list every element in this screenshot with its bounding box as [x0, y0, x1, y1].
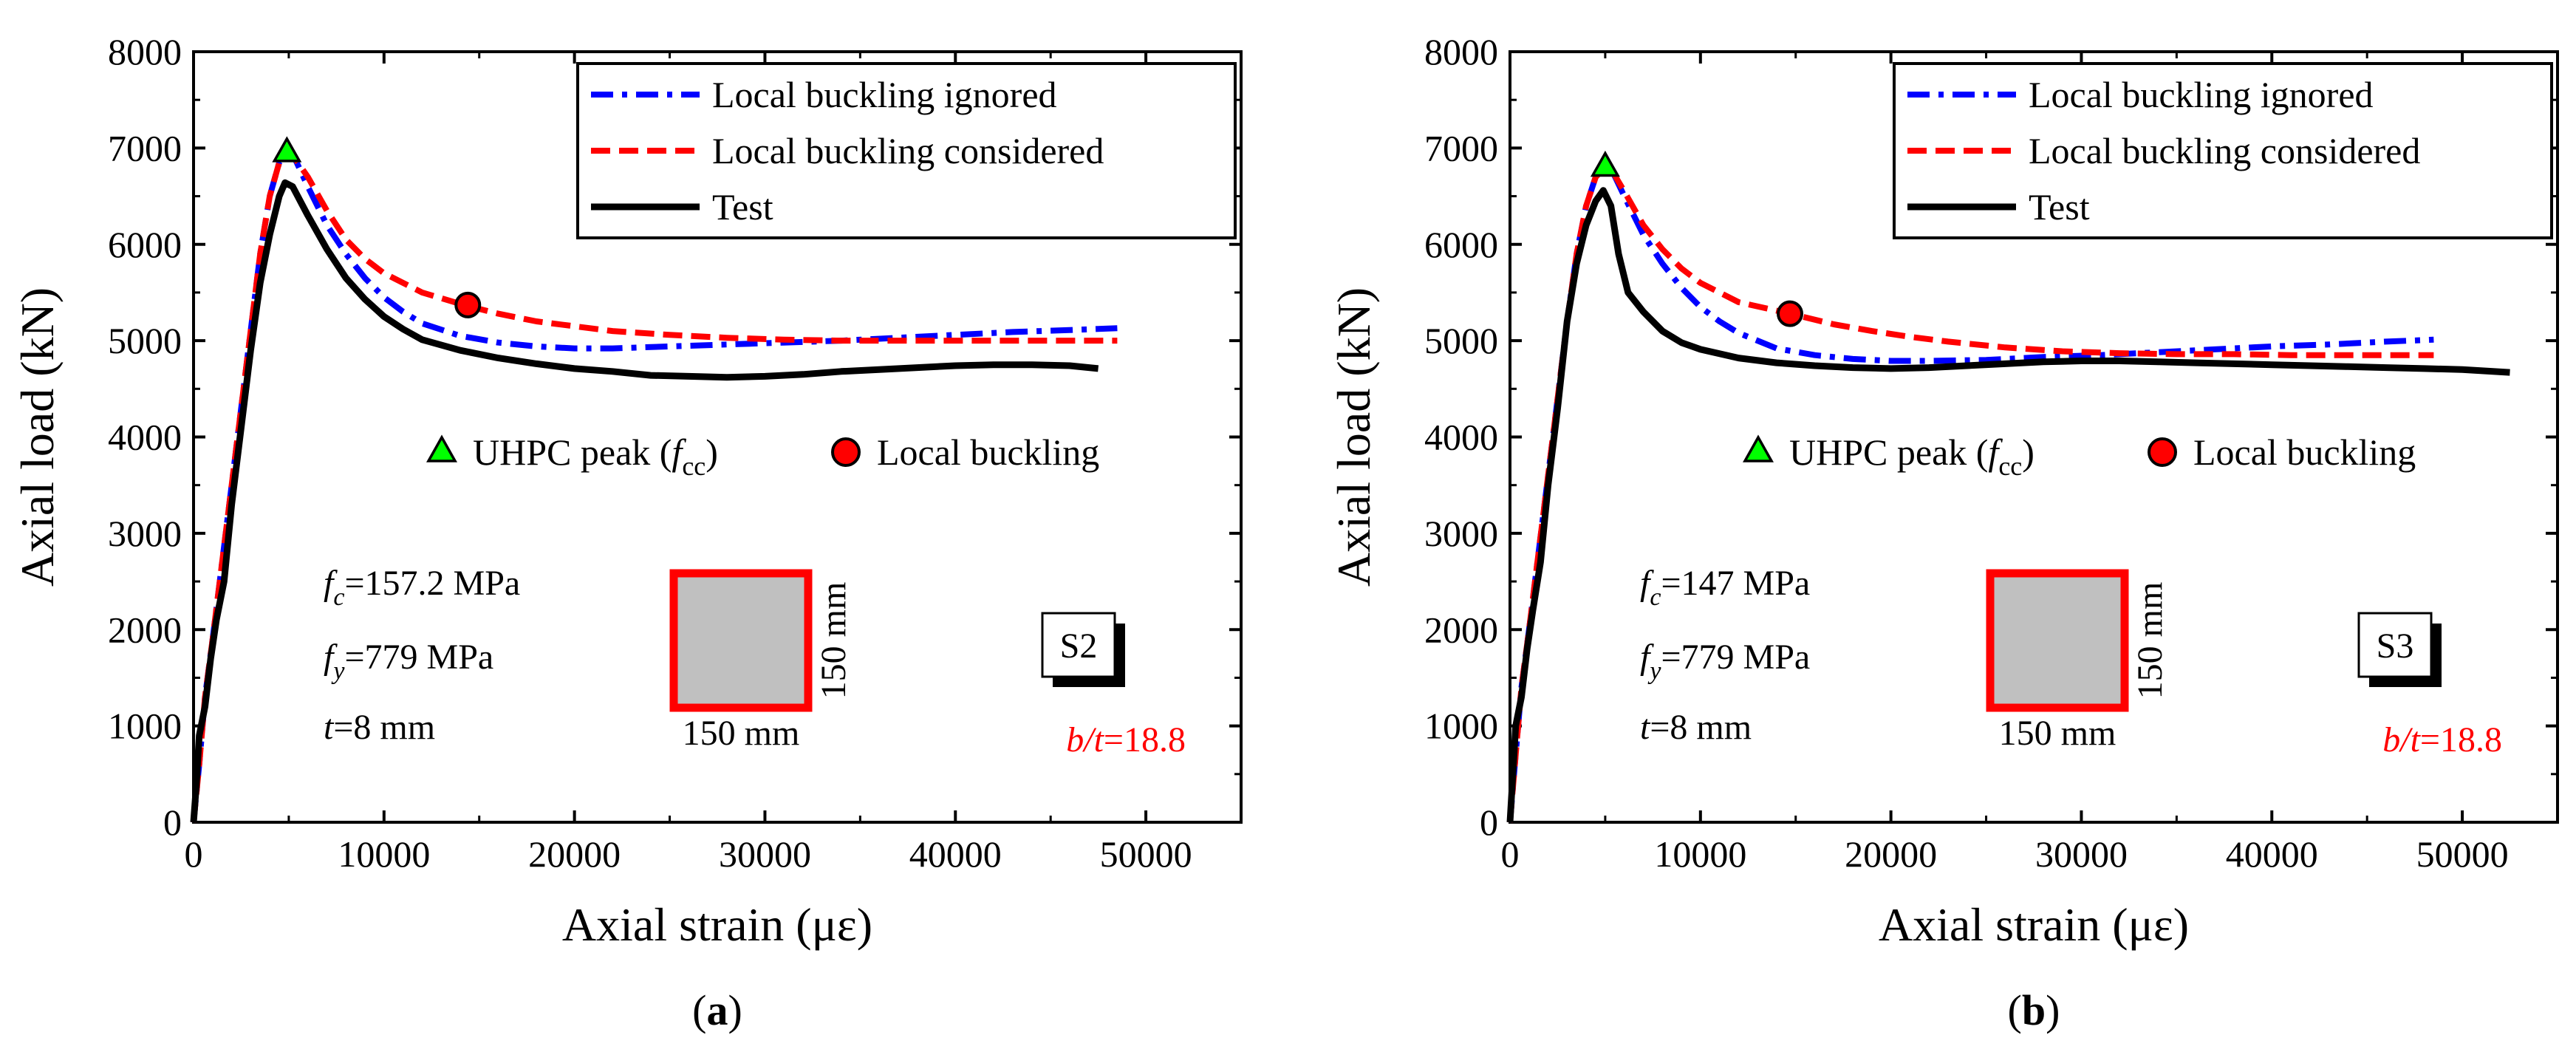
uhpc-peak-marker: [272, 136, 302, 163]
legend-peak-label: UHPC peak (fcc): [1789, 431, 2035, 481]
series-line-local-buckling-ignored: [1507, 164, 2434, 823]
y-tick-label: 1000: [108, 706, 182, 747]
y-axis-title: Axial load (kN): [11, 287, 64, 587]
legend-buckling-label: Local buckling: [2193, 431, 2416, 473]
legend-label: Local buckling ignored: [2029, 74, 2374, 115]
x-tick-label: 0: [1501, 833, 1520, 875]
legend-buckling-circle: [831, 437, 861, 467]
y-tick-label: 6000: [108, 224, 182, 265]
x-tick-label: 0: [185, 833, 203, 875]
x-tick-label: 40000: [2226, 833, 2318, 875]
series-line-test: [1506, 187, 2510, 823]
specimen-label: S2: [1060, 626, 1098, 666]
x-tick-label: 40000: [909, 833, 1002, 875]
y-tick-label: 5000: [1424, 320, 1498, 361]
local-buckling-marker: [1776, 300, 1803, 327]
y-tick-label: 2000: [108, 609, 182, 650]
legend-peak-triangle: [1743, 434, 1774, 462]
legend-peak-label: UHPC peak (fcc): [473, 431, 718, 481]
width-thickness-ratio: b/t=18.8: [1066, 720, 1186, 759]
x-tick-label: 10000: [338, 833, 430, 875]
y-tick-label: 3000: [108, 513, 182, 554]
legend-label: Test: [712, 186, 773, 228]
param-label: fc=147 MPa: [1640, 564, 1810, 611]
y-tick-label: 4000: [108, 417, 182, 458]
y-tick-label: 2000: [1424, 609, 1498, 650]
specimen-label-box: [1041, 612, 1116, 678]
param-label: fc=157.2 MPa: [324, 564, 520, 611]
y-tick-label: 0: [1480, 802, 1498, 843]
x-tick-label: 30000: [719, 833, 811, 875]
specimen-label: S3: [2377, 626, 2414, 666]
legend-label: Local buckling ignored: [712, 74, 1057, 115]
y-axis-title: Axial load (kN): [1328, 287, 1380, 587]
chart-panel-a: 0 1000 2000 3000 4000 5000 6000 7000 8000 0 10000 2…: [11, 31, 1243, 1034]
param-label: fy=779 MPa: [1640, 638, 1810, 685]
panel-caption: (a): [692, 986, 742, 1034]
section-width-label: 150 mm: [1999, 714, 2117, 753]
legend-peak-triangle: [426, 434, 457, 462]
y-tick-label: 6000: [1424, 224, 1498, 265]
x-tick-label: 30000: [2035, 833, 2128, 875]
param-label: t=8 mm: [1640, 708, 1752, 747]
y-tick-label: 4000: [1424, 417, 1498, 458]
y-tick-label: 1000: [1424, 706, 1498, 747]
x-tick-label: 50000: [2416, 833, 2509, 875]
y-tick-label: 5000: [108, 320, 182, 361]
y-tick-label: 7000: [1424, 127, 1498, 168]
uhpc-peak-marker: [1590, 150, 1620, 177]
y-tick-label: 3000: [1424, 513, 1498, 554]
param-label: fy=779 MPa: [324, 638, 493, 685]
y-tick-label: 8000: [108, 31, 182, 72]
x-tick-label: 50000: [1100, 833, 1192, 875]
cross-section-square: [1986, 569, 2129, 712]
x-axis-title: Axial strain (με): [1879, 898, 2189, 951]
cross-section-square: [669, 569, 813, 712]
chart-panel-b: 0 1000 2000 3000 4000 5000 6000 7000 8000 0 10000 2…: [1328, 31, 2559, 1034]
y-tick-label: 0: [163, 802, 182, 843]
legend-label: Test: [2029, 186, 2090, 228]
panel-caption: (b): [2008, 986, 2060, 1034]
param-label: t=8 mm: [324, 708, 435, 747]
series-line-test: [190, 179, 1099, 823]
width-thickness-ratio: b/t=18.8: [2382, 720, 2502, 759]
legend-buckling-label: Local buckling: [877, 431, 1099, 473]
legend-label: Local buckling considered: [712, 130, 1104, 171]
specimen-label-box: [2357, 612, 2433, 678]
x-tick-label: 20000: [1845, 833, 1937, 875]
section-width-label: 150 mm: [683, 714, 800, 753]
x-tick-label: 20000: [528, 833, 621, 875]
section-height-label: 150 mm: [2131, 582, 2170, 700]
y-tick-label: 8000: [1424, 31, 1498, 72]
y-tick-label: 7000: [108, 127, 182, 168]
legend-label: Local buckling considered: [2029, 130, 2420, 171]
local-buckling-marker: [454, 291, 482, 318]
section-height-label: 150 mm: [814, 582, 853, 700]
x-axis-title: Axial strain (με): [562, 898, 872, 951]
x-tick-label: 10000: [1654, 833, 1746, 875]
legend-buckling-circle: [2148, 437, 2177, 467]
